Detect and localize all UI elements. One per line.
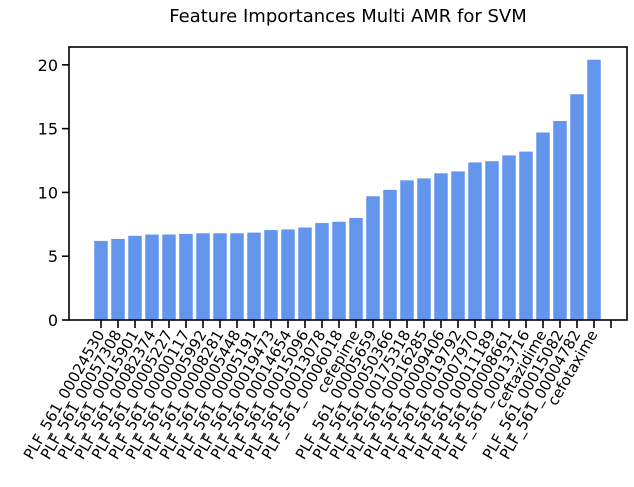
bar	[264, 230, 278, 320]
bar	[434, 173, 448, 320]
y-axis: 0 5 10 15 20	[38, 56, 69, 330]
bar	[179, 233, 193, 320]
bar	[553, 120, 567, 321]
bar	[315, 223, 329, 320]
bar	[570, 94, 584, 320]
bar	[400, 180, 414, 320]
bar	[298, 227, 312, 320]
bar	[94, 240, 108, 320]
y-tick-label: 0	[48, 311, 58, 330]
bar	[485, 161, 499, 320]
bars-group	[94, 59, 601, 321]
bar	[349, 217, 363, 320]
bar	[468, 162, 482, 320]
chart-title: Feature Importances Multi AMR for SVM	[169, 6, 527, 27]
bar	[162, 234, 176, 320]
bar	[417, 178, 431, 320]
bar	[230, 233, 244, 320]
bar	[519, 151, 533, 320]
bar	[536, 132, 550, 320]
bar	[281, 229, 295, 320]
bar	[502, 155, 516, 320]
y-tick-label: 5	[48, 247, 58, 266]
y-tick-label: 15	[38, 120, 58, 139]
bar	[145, 234, 159, 320]
bar	[128, 235, 142, 320]
bar	[332, 221, 346, 320]
x-axis: PLF_561_00024530PLF_561_00057308PLF_561_…	[20, 320, 612, 463]
bar	[383, 189, 397, 320]
bar	[247, 232, 261, 320]
bar	[366, 196, 380, 320]
bar	[213, 233, 227, 320]
y-tick-label: 20	[38, 56, 58, 75]
bar	[451, 171, 465, 320]
bar	[587, 59, 601, 320]
plot-frame	[68, 46, 628, 321]
bar	[196, 233, 210, 320]
bar	[111, 238, 125, 320]
y-tick-label: 10	[38, 183, 58, 202]
